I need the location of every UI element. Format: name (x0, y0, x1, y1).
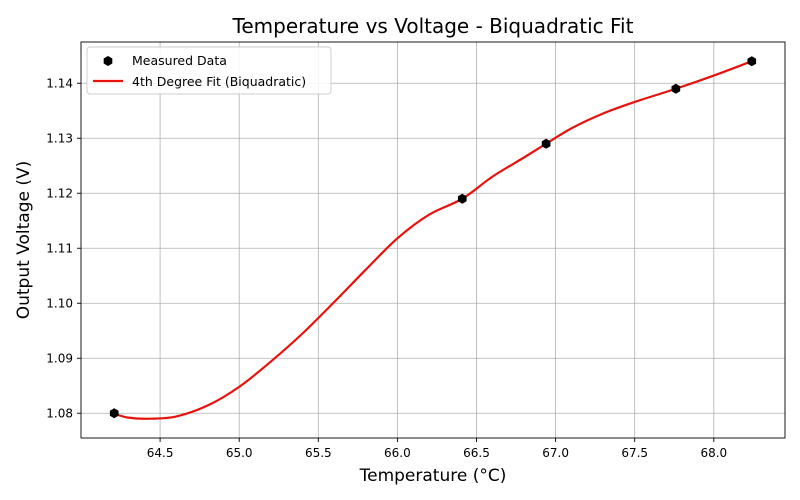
legend-box (86, 46, 332, 95)
x-tick-label-4: 66.5 (463, 446, 490, 460)
y-tick-label-1: 1.09 (46, 351, 73, 365)
y-axis: 1.08 1.09 1.10 1.11 1.12 1.13 1.14 (46, 76, 81, 420)
x-tick-label-1: 65.0 (226, 446, 253, 460)
y-tick-label-6: 1.14 (46, 76, 73, 90)
x-tick-label-7: 68.0 (700, 446, 727, 460)
grid (81, 42, 785, 438)
y-tick-label-2: 1.10 (46, 296, 73, 310)
y-tick-label-5: 1.13 (46, 131, 73, 145)
x-tick-label-6: 67.5 (621, 446, 648, 460)
y-axis-label: Output Voltage (V) (14, 161, 34, 320)
data-point-0 (109, 408, 119, 419)
y-tick-label-3: 1.11 (46, 241, 73, 255)
data-point-3 (671, 83, 681, 94)
x-axis: 64.5 65.0 65.5 66.0 66.5 67.0 67.5 68.0 (147, 438, 727, 460)
chart-title: Temperature vs Voltage - Biquadratic Fit (232, 14, 634, 38)
legend-label-measured-data: Measured Data (132, 53, 227, 68)
plot-area (80, 41, 786, 439)
x-tick-label-2: 65.5 (305, 446, 332, 460)
legend-marker-measured-data (103, 56, 113, 66)
x-tick-label-0: 64.5 (147, 446, 174, 460)
x-tick-label-5: 67.0 (542, 446, 569, 460)
x-axis-label: Temperature (°C) (359, 466, 507, 486)
x-tick-label-3: 66.0 (384, 446, 411, 460)
data-point-4 (747, 56, 757, 67)
data-point-1 (457, 193, 467, 204)
series-layer (109, 56, 757, 420)
series-line-fit (113, 60, 753, 420)
y-tick-label-0: 1.08 (46, 406, 73, 420)
data-point-2 (541, 138, 551, 149)
y-tick-label-4: 1.12 (46, 186, 73, 200)
legend-label-fit: 4th Degree Fit (Biquadratic) (132, 74, 306, 89)
legend: Measured Data 4th Degree Fit (Biquadrati… (86, 46, 332, 95)
